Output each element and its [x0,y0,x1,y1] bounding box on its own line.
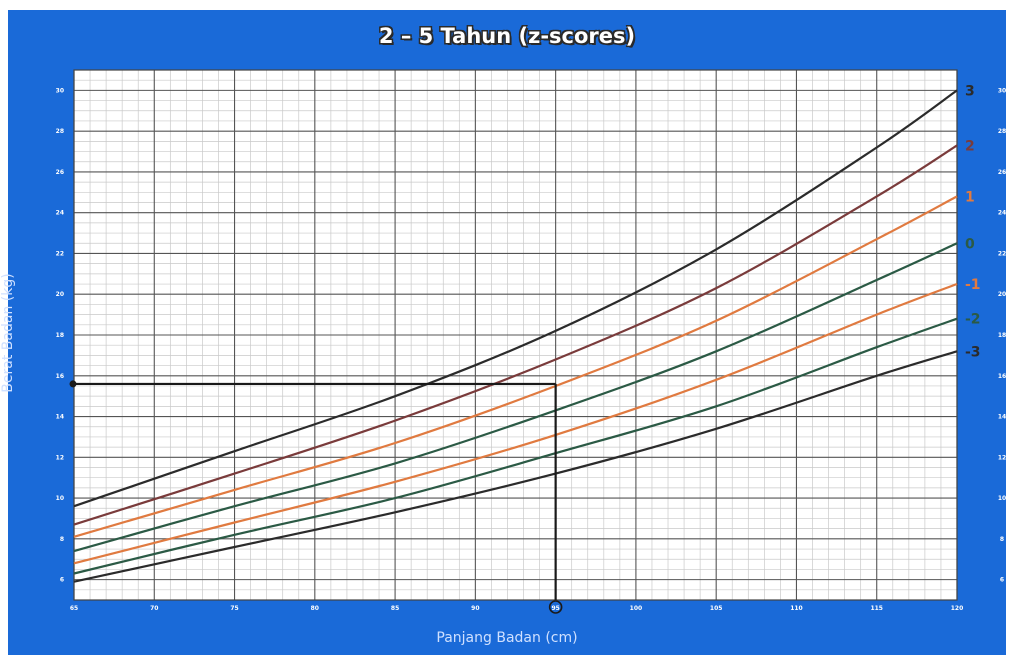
y-tick-label-right: 30 [998,87,1006,94]
x-tick-label: 120 [951,605,964,612]
series-line-0 [73,89,958,508]
series-label-6: -3 [965,344,981,360]
y-tick-label-left: 18 [56,332,64,339]
y-tick-label-right: 6 [1000,577,1004,584]
series-line-1 [73,144,958,526]
series-label-5: -2 [965,312,981,328]
y-tick-label-right: 28 [998,128,1006,135]
plot-border [73,69,958,601]
marker-y-dot [69,380,77,388]
y-tick-label-left: 28 [56,128,64,135]
series-label-0: 3 [965,83,975,99]
y-tick-label-left: 16 [56,373,64,380]
y-tick-label-left: 14 [56,414,64,421]
x-tick-label: 100 [630,605,643,612]
y-tick-label-left: 30 [56,87,64,94]
y-tick-label-right: 22 [998,250,1006,257]
series-label-1: 2 [965,138,975,154]
x-tick-label: 95 [551,605,559,612]
y-tick-label-right: 16 [998,373,1006,380]
y-tick-label-right: 20 [998,291,1006,298]
x-tick-label: 65 [70,605,78,612]
y-tick-label-right: 8 [1000,536,1004,543]
x-tick-label: 85 [391,605,399,612]
y-tick-label-left: 26 [56,169,64,176]
x-tick-label: 75 [230,605,238,612]
y-tick-label-right: 24 [998,210,1006,217]
marker-x-circle [548,600,563,614]
y-tick-label-left: 6 [60,577,64,584]
y-tick-label-right: 12 [998,454,1006,461]
y-tick-label-left: 24 [56,210,64,217]
series-label-3: 0 [965,236,975,252]
y-tick-label-right: 18 [998,332,1006,339]
y-tick-label-right: 26 [998,169,1006,176]
x-tick-label: 90 [471,605,479,612]
x-tick-label: 105 [710,605,723,612]
y-tick-label-left: 20 [56,291,64,298]
x-tick-label: 80 [311,605,319,612]
y-tick-label-left: 10 [56,495,64,502]
y-tick-label-left: 22 [56,250,64,257]
x-tick-label: 70 [150,605,158,612]
series-label-4: -1 [965,277,981,293]
x-axis-label: Panjang Badan (cm) [436,630,578,646]
y-tick-label-left: 12 [56,454,64,461]
y-tick-label-left: 8 [60,536,64,543]
chart-title: 2 – 5 Tahun (z-scores) [378,24,636,48]
x-tick-label: 110 [790,605,803,612]
y-tick-label-right: 10 [998,495,1006,502]
series-label-2: 1 [965,189,975,205]
x-tick-label: 115 [870,605,883,612]
y-tick-label-right: 14 [998,414,1006,421]
